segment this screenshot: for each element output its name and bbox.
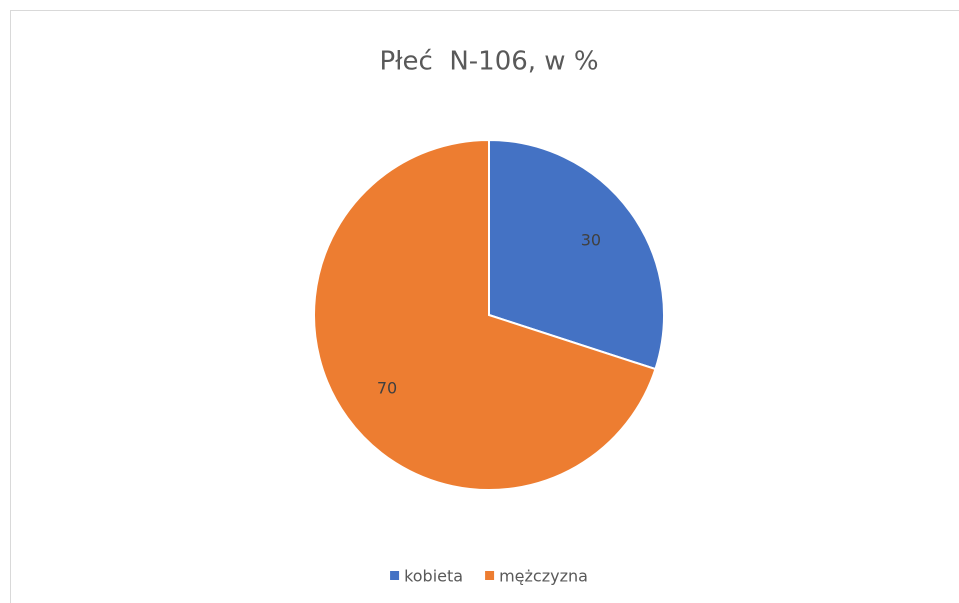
legend-label: mężczyzna xyxy=(499,567,588,586)
pie-slice xyxy=(488,138,665,371)
legend-swatch xyxy=(485,571,495,580)
legend-label: kobieta xyxy=(404,567,463,586)
data-label: 30 xyxy=(581,230,601,249)
data-label: 70 xyxy=(377,379,397,398)
chart-title: Płeć N-106, w % xyxy=(379,47,598,77)
legend-swatch xyxy=(390,571,400,580)
pie-slice xyxy=(313,138,657,491)
